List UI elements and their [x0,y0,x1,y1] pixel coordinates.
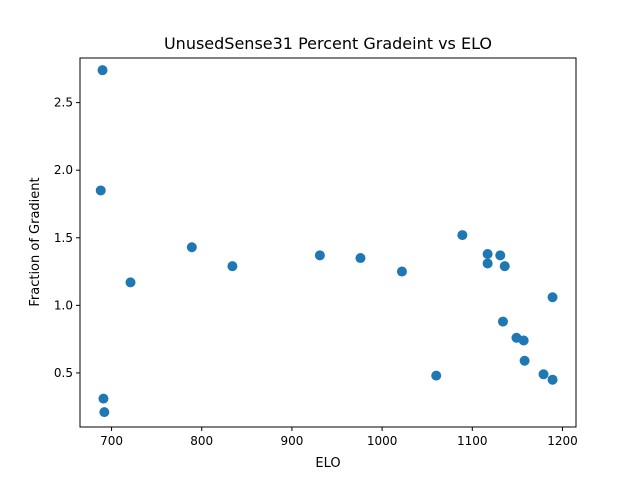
y-tick-label-0: 0.5 [54,366,73,380]
plot-area-frame [79,57,577,428]
x-tick-label-3: 1000 [367,434,398,448]
points-layer [95,65,558,418]
data-point-20 [538,369,549,380]
data-point-15 [499,261,510,272]
chart-title: UnusedSense31 Percent Gradeint vs ELO [164,34,492,53]
x-tick-label-0: 700 [100,434,123,448]
data-point-13 [482,258,493,269]
y-tick-label-4: 2.5 [54,96,73,110]
ticks-layer: 700 800 900 1000 1100 1200 0.5 1.0 1.5 2.0 2.5 [54,96,578,448]
y-tick-label-3: 2.0 [54,163,73,177]
data-point-10 [431,370,442,381]
y-axis-label: Fraction of Gradient [28,177,43,306]
y-tick-label-1: 1.0 [54,298,73,312]
data-point-14 [495,250,506,261]
data-point-0 [97,65,108,76]
data-point-8 [355,253,366,264]
x-tick-label-2: 900 [280,434,303,448]
data-point-6 [227,261,238,272]
data-point-7 [314,250,325,261]
x-tick-label-5: 1200 [547,434,578,448]
data-point-16 [497,316,508,327]
data-point-5 [186,242,197,253]
data-point-9 [396,266,407,277]
data-point-22 [547,374,558,385]
x-tick-label-4: 1100 [457,434,488,448]
data-point-4 [125,277,136,288]
data-point-18 [518,335,529,346]
data-point-12 [482,248,493,259]
y-tick-label-2: 1.5 [54,231,73,245]
data-point-1 [95,185,106,196]
data-point-2 [98,393,109,404]
x-tick-label-1: 800 [190,434,213,448]
data-point-21 [547,292,558,303]
data-point-11 [457,230,468,241]
data-point-19 [519,355,530,366]
data-point-3 [99,407,110,418]
x-axis-label: ELO [315,456,340,471]
